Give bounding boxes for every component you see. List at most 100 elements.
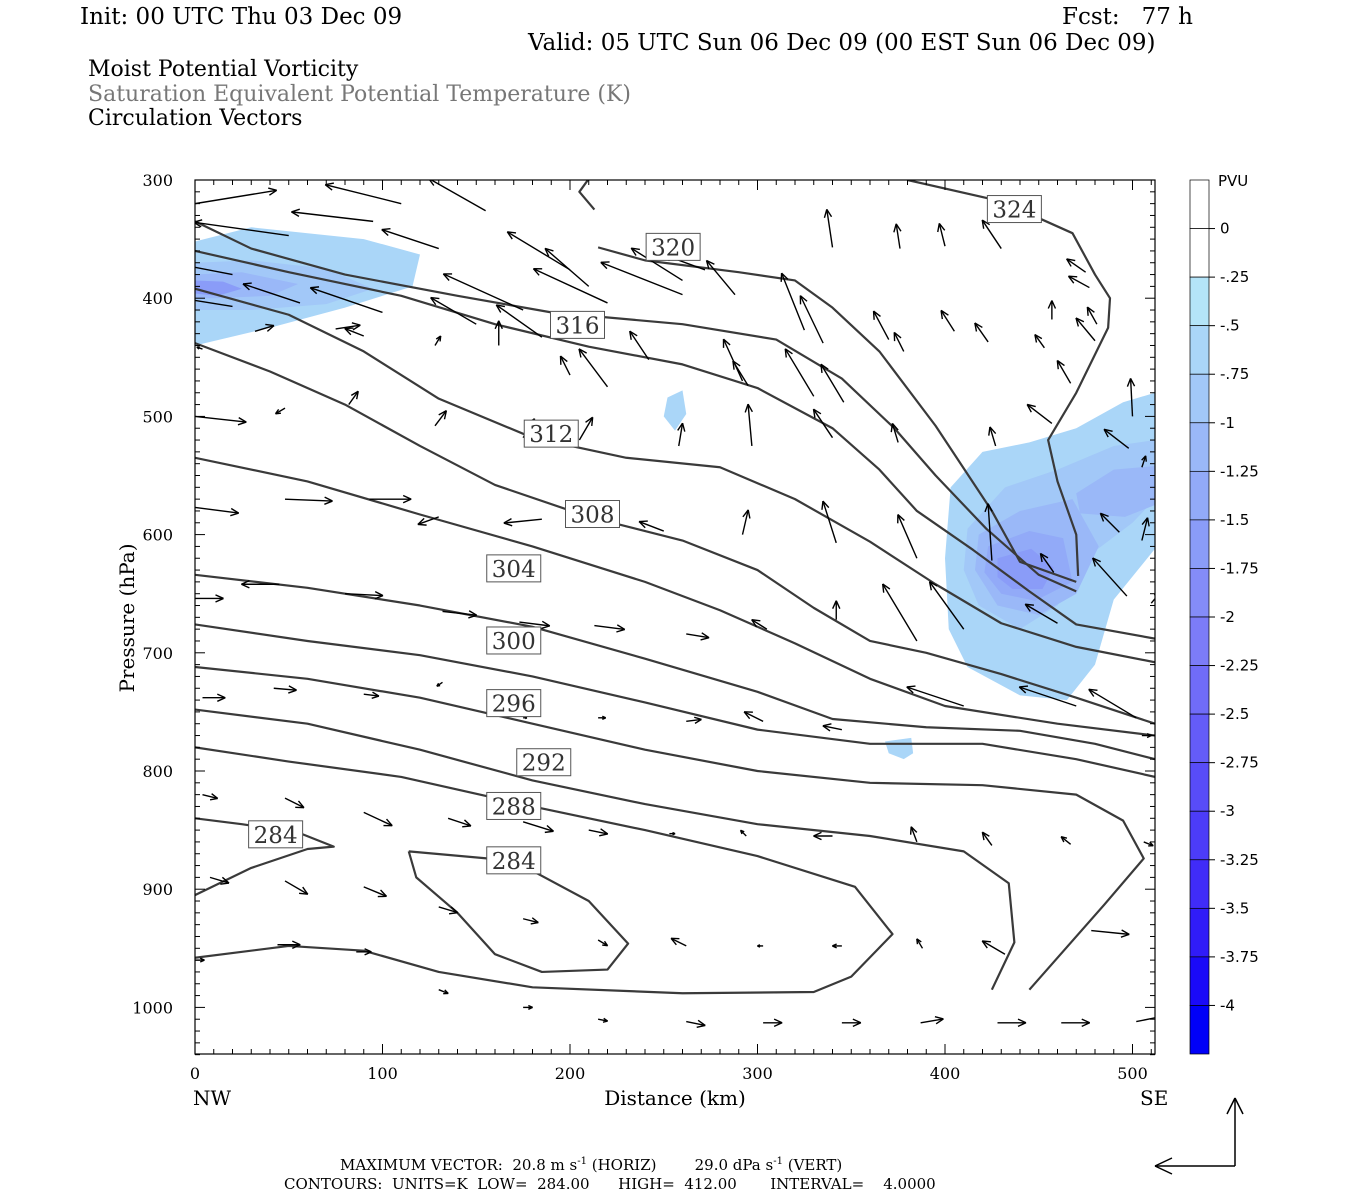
colorbar-units: PVU bbox=[1218, 172, 1248, 190]
pv-shade-region bbox=[663, 390, 687, 431]
circulation-vector bbox=[1047, 300, 1057, 320]
circulation-vector bbox=[751, 618, 768, 630]
circulation-vector bbox=[1067, 275, 1090, 289]
circulation-vector bbox=[356, 948, 372, 956]
circulation-vector bbox=[893, 331, 905, 352]
circulation-vector bbox=[784, 348, 815, 397]
circulation-vector bbox=[363, 811, 393, 827]
circulation-vector bbox=[1136, 1017, 1155, 1023]
circulation-vector bbox=[600, 261, 683, 296]
circulation-vector bbox=[686, 632, 710, 641]
circulation-vector bbox=[1018, 685, 1077, 707]
colorbar-cell bbox=[1189, 276, 1210, 327]
x-end-label-right: SE bbox=[1140, 1086, 1168, 1110]
colorbar-cell bbox=[1189, 228, 1210, 278]
circulation-vector bbox=[363, 886, 388, 898]
colorbar-cell bbox=[1189, 907, 1210, 958]
colorbar-cell bbox=[1189, 956, 1210, 1006]
colorbar-level-label: -2 bbox=[1220, 608, 1235, 626]
circulation-vector bbox=[436, 681, 443, 687]
theta-es-contour bbox=[407, 850, 630, 974]
circulation-vector bbox=[324, 182, 402, 205]
svg-text:312: 312 bbox=[529, 422, 573, 448]
circulation-vector bbox=[890, 422, 899, 443]
circulation-vector bbox=[335, 322, 361, 331]
svg-text:316: 316 bbox=[556, 313, 600, 339]
x-tick-label: 300 bbox=[742, 1064, 773, 1083]
y-tick-label: 900 bbox=[142, 880, 173, 899]
circulation-vector bbox=[428, 180, 486, 212]
circulation-vector bbox=[494, 320, 503, 346]
pv-shade-region bbox=[885, 737, 914, 760]
contour-label-296: 296 bbox=[486, 689, 542, 718]
circulation-vector bbox=[369, 494, 412, 504]
circulation-vector bbox=[928, 581, 965, 630]
circulation-vector bbox=[705, 259, 736, 296]
colorbar-level-label: -1.75 bbox=[1220, 559, 1259, 577]
circulation-vector bbox=[763, 1018, 783, 1028]
theta-es-contour bbox=[195, 456, 1155, 737]
circulation-vector bbox=[1060, 836, 1072, 845]
svg-text:308: 308 bbox=[571, 503, 615, 529]
circulation-vector bbox=[1061, 1018, 1091, 1028]
circulation-vector bbox=[629, 330, 650, 361]
contour-label-304: 304 bbox=[486, 554, 542, 583]
circulation-vector bbox=[202, 693, 226, 702]
theta-es-contour bbox=[195, 287, 1155, 664]
circulation-vector bbox=[739, 829, 747, 837]
svg-text:292: 292 bbox=[522, 751, 566, 777]
circulation-vector bbox=[309, 286, 383, 314]
circulation-vector bbox=[559, 355, 571, 376]
circulation-vector bbox=[532, 268, 608, 304]
circulation-vector bbox=[823, 208, 834, 248]
theta-es-contour bbox=[195, 342, 1155, 725]
circulation-vector bbox=[522, 917, 539, 925]
colorbar-level-label: -2.5 bbox=[1220, 705, 1249, 723]
circulation-vector bbox=[780, 272, 806, 331]
circulation-vector bbox=[916, 938, 924, 949]
circulation-vector bbox=[344, 327, 365, 337]
circulation-vector bbox=[822, 723, 843, 732]
circulation-vector bbox=[744, 403, 753, 447]
circulation-vector bbox=[284, 797, 305, 809]
reference-vector-icon bbox=[1154, 1097, 1244, 1175]
circulation-vector bbox=[906, 685, 964, 707]
circulation-vector bbox=[1103, 428, 1130, 449]
circulation-vector bbox=[743, 711, 764, 722]
circulation-vector bbox=[832, 600, 841, 620]
init-time: Init: 00 UTC Thu 03 Dec 09 bbox=[80, 4, 403, 30]
theta-es-contour bbox=[195, 573, 1155, 761]
pv-shade-region bbox=[1076, 466, 1155, 517]
contour-labels: 284 284 288 292 296 300 304 308 312 316 320 324 bbox=[248, 195, 1042, 875]
circulation-vector bbox=[506, 231, 571, 271]
circulation-vector bbox=[686, 716, 702, 724]
colorbar-level-label: -3 bbox=[1220, 802, 1235, 820]
circulation-vector bbox=[1126, 378, 1136, 417]
colorbar-level-label: 0 bbox=[1220, 220, 1230, 238]
colorbar-cell bbox=[1189, 665, 1210, 715]
circulation-vector bbox=[495, 304, 543, 338]
circulation-vector bbox=[578, 416, 594, 441]
circulation-vector bbox=[981, 831, 993, 846]
colorbar-cell bbox=[1189, 373, 1210, 424]
circulation-vector bbox=[893, 223, 902, 249]
circulation-vector bbox=[503, 518, 542, 527]
circulation-vector bbox=[984, 503, 993, 561]
circulation-vector bbox=[630, 247, 683, 282]
circulation-vector bbox=[670, 937, 687, 947]
circulation-vector bbox=[1039, 552, 1055, 573]
valid-time: Valid: 05 UTC Sun 06 Dec 09 (00 EST Sun … bbox=[528, 30, 1156, 56]
colorbar-level-label: -.5 bbox=[1220, 317, 1240, 335]
y-tick-label: 700 bbox=[142, 644, 173, 663]
colorbar-level-label: -3.75 bbox=[1220, 948, 1259, 966]
circulation-vector bbox=[274, 407, 286, 415]
circulation-vector bbox=[841, 1018, 862, 1028]
circulation-vector bbox=[195, 415, 247, 426]
circulation-vector bbox=[291, 208, 374, 223]
contour-label-320: 320 bbox=[645, 232, 701, 261]
y-tick-label: 500 bbox=[142, 407, 173, 426]
colorbar-level-label: -2.25 bbox=[1220, 657, 1259, 675]
circulation-vector bbox=[1099, 512, 1120, 533]
x-end-label-left: NW bbox=[193, 1086, 232, 1110]
svg-text:320: 320 bbox=[651, 235, 695, 261]
